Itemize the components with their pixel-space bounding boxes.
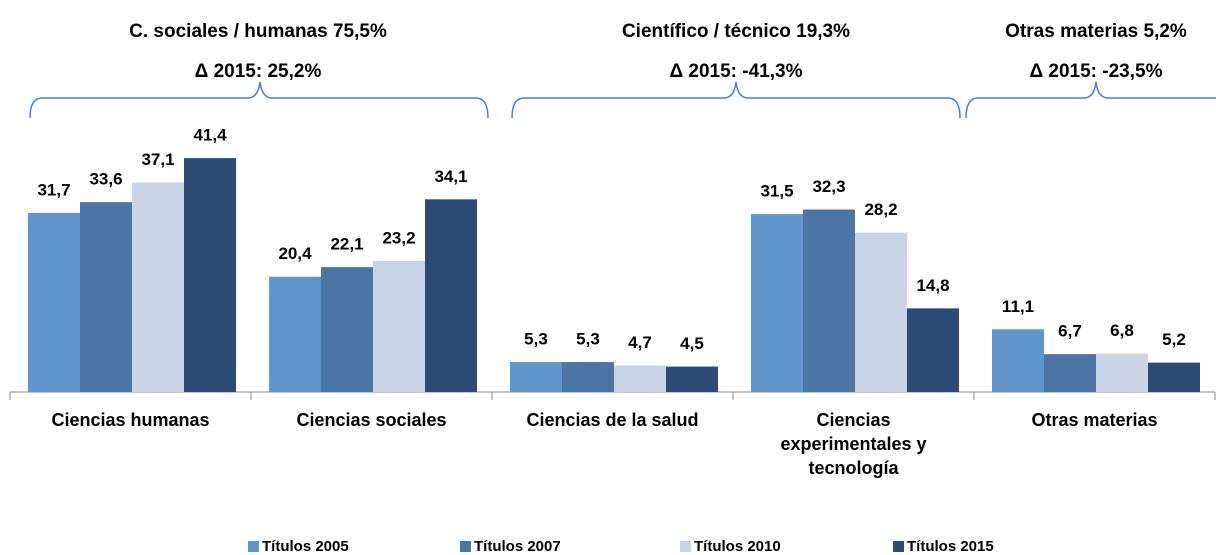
data-label: 11,1 xyxy=(1002,297,1034,316)
x-tick-label: Ciencias sociales xyxy=(296,410,447,430)
x-tick-label: Otras materias xyxy=(1031,410,1158,430)
annotation-title: Otras materias 5,2% xyxy=(1005,21,1187,42)
annotation-title: Científico / técnico 19,3% xyxy=(622,21,850,42)
bar xyxy=(1096,353,1148,392)
bar xyxy=(1148,362,1200,392)
bar xyxy=(855,232,907,392)
brace xyxy=(965,81,1216,119)
data-label: 32,3 xyxy=(812,177,845,196)
data-label: 37,1 xyxy=(141,150,174,169)
data-label: 5,2 xyxy=(1162,330,1186,349)
data-label: 34,1 xyxy=(434,167,467,186)
legend-label: Títulos 2005 xyxy=(262,538,349,555)
bar xyxy=(373,260,425,392)
bar xyxy=(132,182,184,392)
data-label: 31,5 xyxy=(760,182,793,201)
data-label: 14,8 xyxy=(916,276,949,295)
data-label: 28,2 xyxy=(864,200,897,219)
data-label: 4,5 xyxy=(680,334,704,353)
data-label: 4,7 xyxy=(628,333,652,352)
legend-swatch xyxy=(460,541,471,552)
data-label: 5,3 xyxy=(524,330,548,349)
bar xyxy=(992,329,1044,392)
bar xyxy=(803,209,855,392)
data-label: 6,8 xyxy=(1110,321,1134,340)
bar xyxy=(269,276,321,392)
annotation-title: C. sociales / humanas 75,5% xyxy=(129,21,387,42)
legend-label: Títulos 2007 xyxy=(474,538,561,555)
data-label: 33,6 xyxy=(89,170,122,189)
legend-swatch xyxy=(248,541,259,552)
bar xyxy=(562,362,614,392)
x-tick-label: Ciencias experimentales y tecnología xyxy=(780,410,927,478)
bar xyxy=(1044,354,1096,392)
data-label: 5,3 xyxy=(576,330,600,349)
annotation-delta: Δ 2015: -23,5% xyxy=(1029,61,1162,82)
brace xyxy=(511,81,961,119)
legend-label: Títulos 2015 xyxy=(907,538,994,555)
x-tick-label: Ciencias humanas xyxy=(51,410,210,430)
data-label: 41,4 xyxy=(193,126,227,145)
braces xyxy=(29,81,1216,119)
bar xyxy=(425,199,477,392)
legend-swatch xyxy=(680,541,691,552)
data-label: 6,7 xyxy=(1058,322,1082,341)
annotation-delta: Δ 2015: -41,3% xyxy=(669,61,802,82)
data-label: 31,7 xyxy=(37,180,70,199)
bar xyxy=(907,308,959,392)
annotation-delta: Δ 2015: 25,2% xyxy=(195,61,322,82)
data-label: 22,1 xyxy=(330,235,363,254)
x-tick-label: Ciencias de la salud xyxy=(526,410,699,430)
legend-swatch xyxy=(893,541,904,552)
bar xyxy=(510,362,562,392)
bar xyxy=(184,158,236,392)
bar xyxy=(80,202,132,392)
data-label: 23,2 xyxy=(382,228,415,247)
brace xyxy=(29,81,489,119)
data-label: 20,4 xyxy=(278,244,312,263)
bar xyxy=(751,214,803,392)
bar xyxy=(614,365,666,392)
bar xyxy=(28,212,80,392)
legend-label: Títulos 2010 xyxy=(694,538,781,555)
bar xyxy=(321,267,373,392)
bar xyxy=(666,366,718,392)
